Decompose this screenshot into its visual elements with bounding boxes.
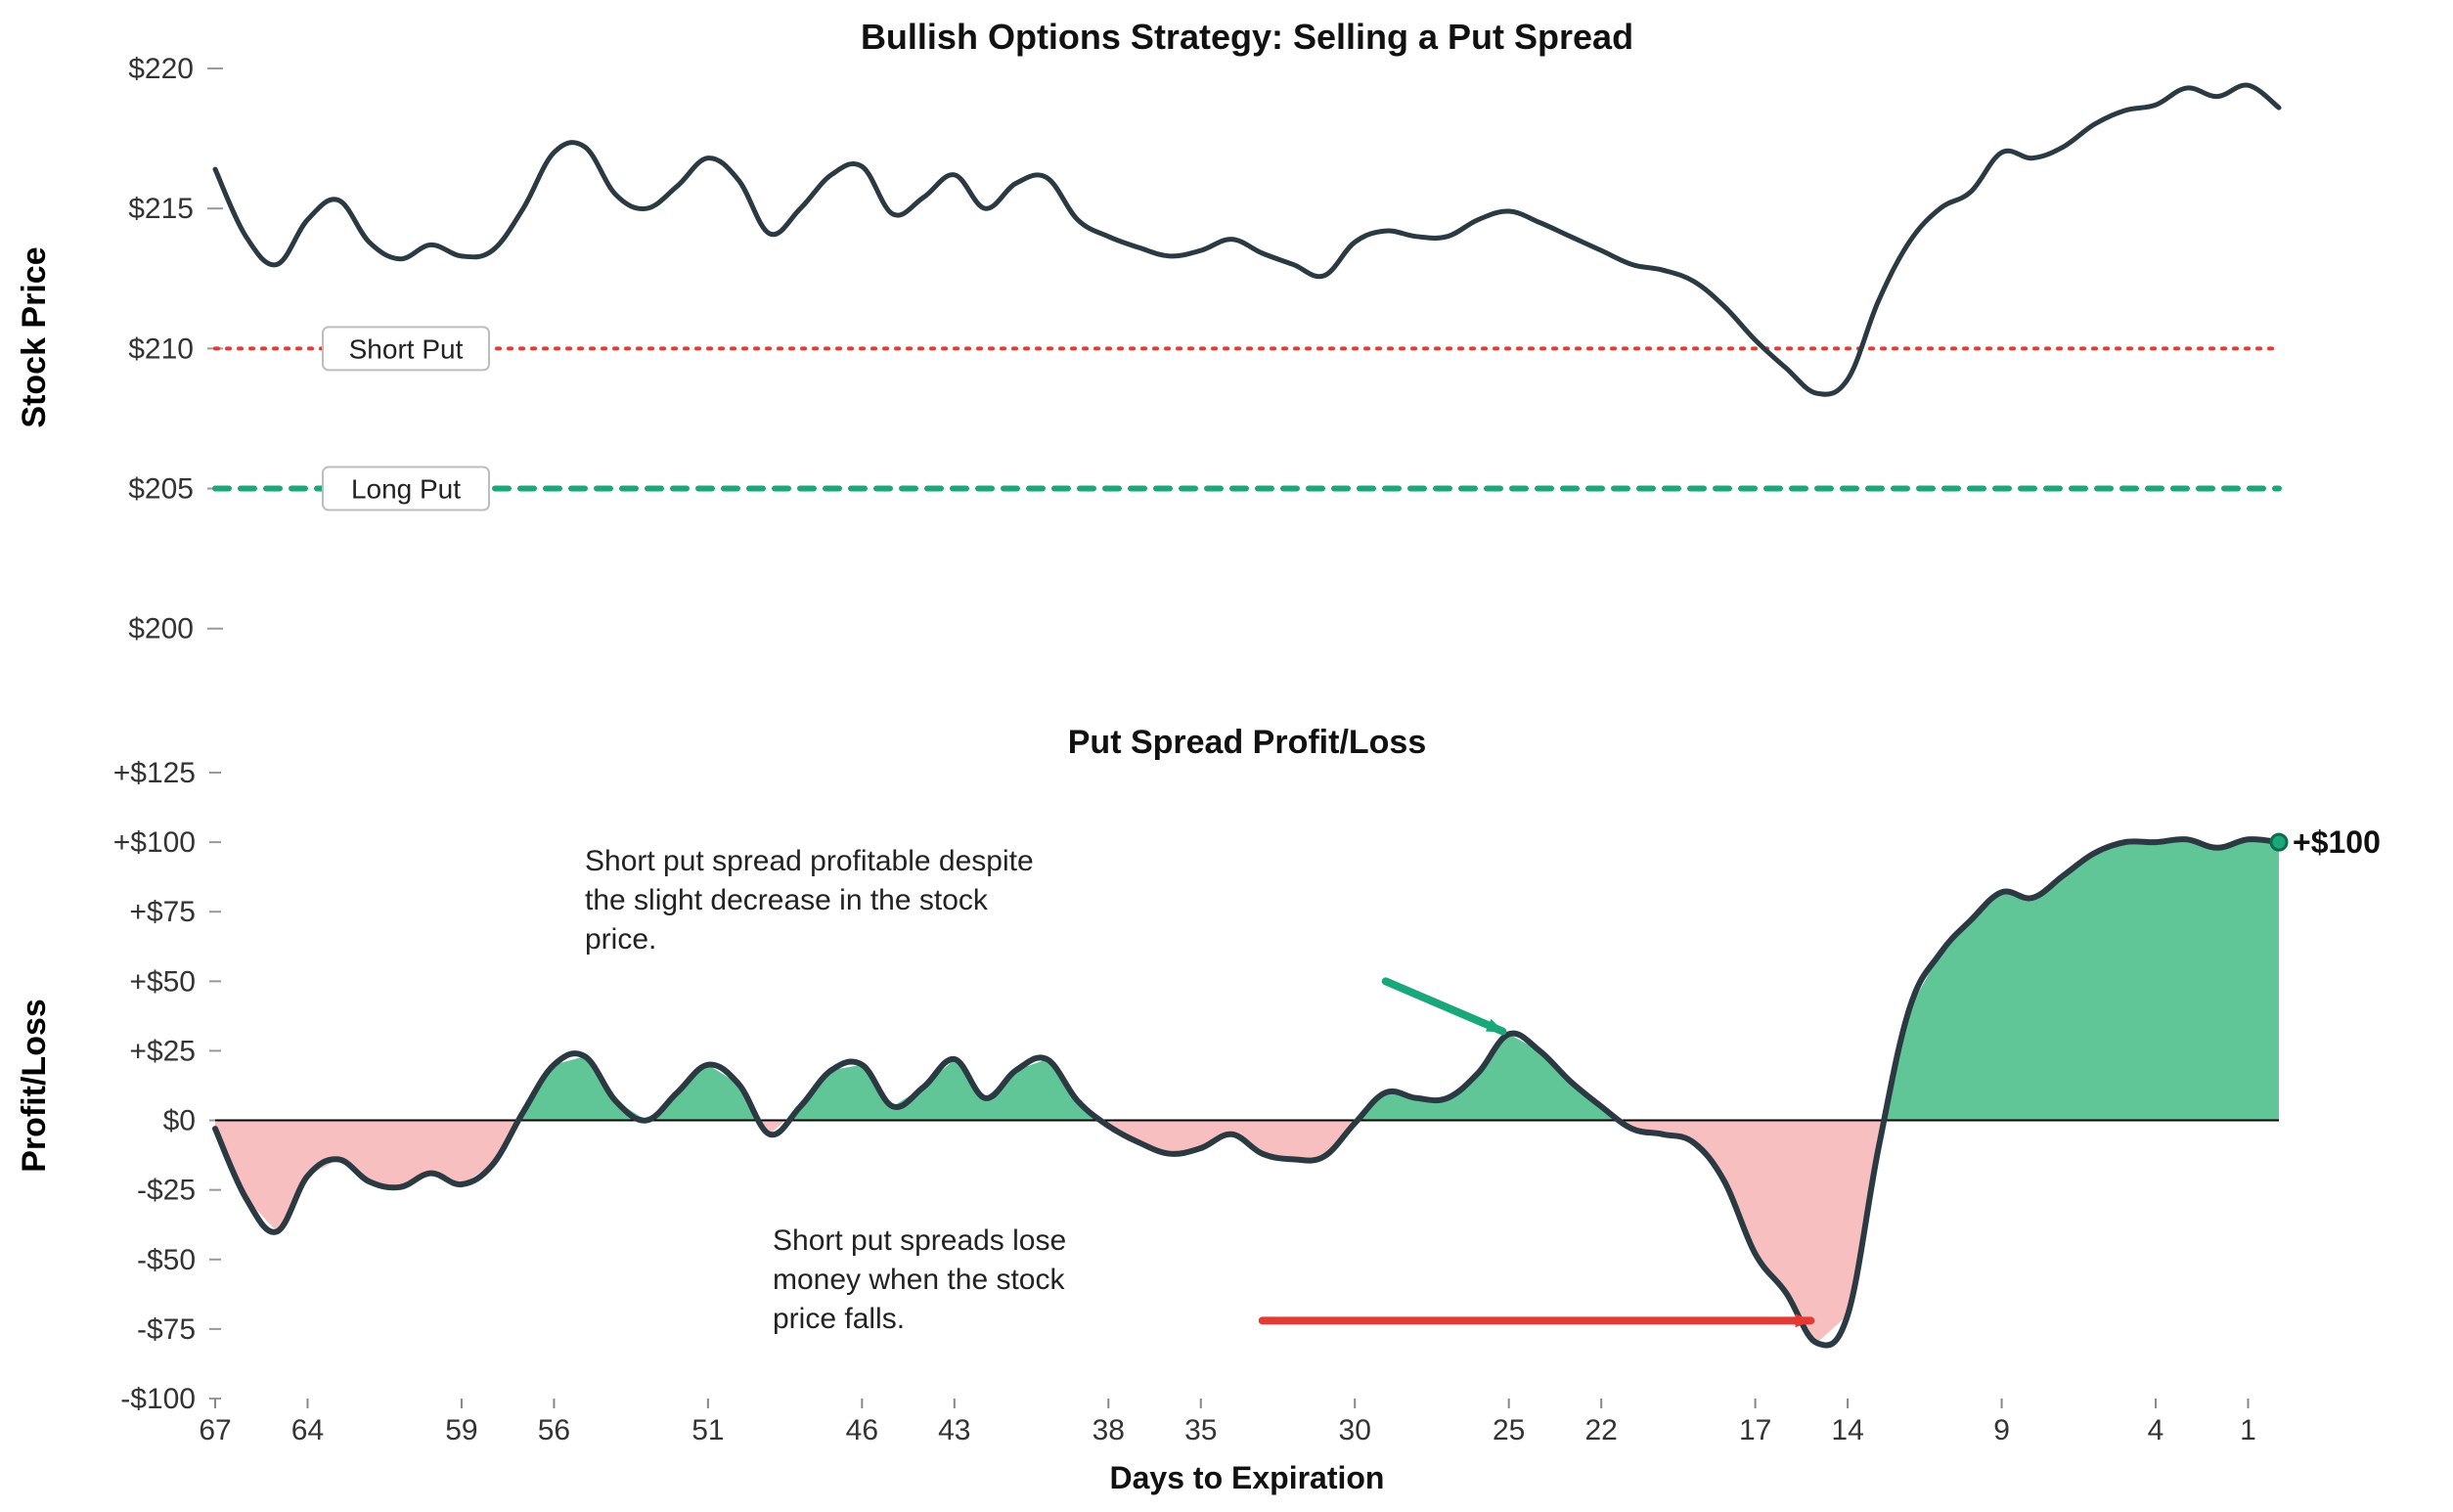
x-tick-label: 22 [1584, 1414, 1617, 1446]
endpoint-marker [2271, 834, 2287, 850]
bottom-chart-title: Put Spread Profit/Loss [1068, 724, 1427, 761]
chart-svg: Bullish Options Strategy: Selling a Put … [0, 0, 2453, 1512]
x-tick-label: 43 [938, 1414, 970, 1446]
endpoint-label: +$100 [2293, 824, 2381, 860]
x-tick-label: 35 [1184, 1414, 1217, 1446]
bottom-y-tick-label: +$25 [129, 1035, 196, 1067]
bottom-y-tick-label: +$50 [129, 965, 196, 998]
x-tick-label: 17 [1739, 1414, 1771, 1446]
annotation-loss-text: Short put spreads lose [773, 1224, 1066, 1257]
short-put-label: Short Put [349, 334, 464, 364]
x-tick-label: 51 [691, 1414, 724, 1446]
chart-page: Bullish Options Strategy: Selling a Put … [0, 0, 2453, 1512]
bottom-y-axis-label: Profit/Loss [16, 999, 53, 1173]
annotation-profitable-text: Short put spread profitable despite [585, 845, 1034, 877]
top-y-tick-label: $210 [128, 333, 194, 365]
pnl-area-positive [1885, 839, 2279, 1120]
pnl-area-negative [215, 1121, 518, 1232]
bottom-y-tick-label: -$100 [120, 1383, 196, 1415]
x-tick-label: 64 [291, 1414, 324, 1446]
annotation-loss-text: price falls. [773, 1303, 905, 1335]
top-chart-title: Bullish Options Strategy: Selling a Put … [861, 17, 1633, 57]
x-tick-label: 4 [2148, 1414, 2164, 1446]
top-y-axis-label: Stock Price [16, 246, 53, 427]
bottom-y-tick-label: +$100 [113, 826, 196, 859]
top-y-tick-label: $215 [128, 193, 194, 225]
bottom-y-tick-label: $0 [163, 1105, 196, 1137]
x-tick-label: 67 [199, 1414, 231, 1446]
x-tick-label: 56 [538, 1414, 570, 1446]
x-tick-label: 59 [445, 1414, 477, 1446]
x-tick-label: 30 [1339, 1414, 1371, 1446]
bottom-y-tick-label: +$75 [129, 896, 196, 928]
x-tick-label: 9 [1993, 1414, 2010, 1446]
x-tick-label: 46 [846, 1414, 878, 1446]
annotation-profitable-text: the slight decrease in the stock [585, 884, 989, 916]
annotation-profitable-arrow [1386, 981, 1503, 1031]
long-put-label: Long Put [351, 474, 461, 505]
bottom-y-tick-label: -$25 [137, 1175, 196, 1207]
bottom-y-tick-label: -$75 [137, 1313, 196, 1346]
annotation-profitable-text: price. [585, 923, 656, 956]
top-y-tick-label: $205 [128, 473, 194, 506]
top-y-tick-label: $200 [128, 613, 194, 645]
bottom-y-tick-label: +$125 [113, 757, 196, 789]
top-y-tick-label: $220 [128, 53, 194, 85]
pnl-area-negative [1621, 1121, 1885, 1344]
x-tick-label: 1 [2240, 1414, 2256, 1446]
x-tick-label: 14 [1831, 1414, 1863, 1446]
x-tick-label: 38 [1093, 1414, 1125, 1446]
x-axis-title: Days to Expiration [1110, 1460, 1385, 1495]
pnl-area-positive [1358, 1034, 1621, 1120]
bottom-y-tick-label: -$50 [137, 1244, 196, 1276]
x-tick-label: 25 [1493, 1414, 1525, 1446]
annotation-loss-text: money when the stock [773, 1264, 1065, 1296]
